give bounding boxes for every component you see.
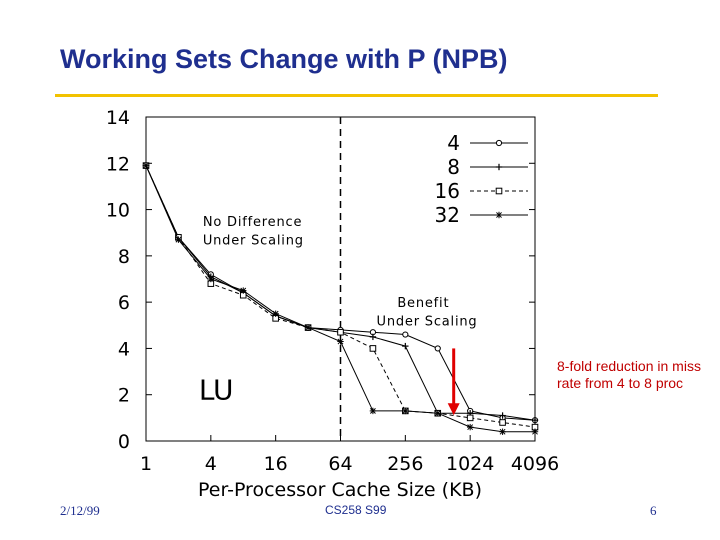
data-point: [466, 414, 474, 422]
chart-annotation: Under Scaling: [203, 233, 304, 248]
data-point: [337, 338, 344, 345]
y-tick-label: 14: [106, 107, 130, 129]
data-point: [434, 410, 441, 417]
y-tick-label: 0: [118, 431, 130, 453]
y-tick-label: 12: [106, 153, 130, 175]
data-point: [495, 211, 503, 219]
data-point: [495, 187, 503, 195]
chart-annotation: No Difference: [203, 215, 302, 230]
x-tick-label: 1: [140, 453, 152, 475]
x-tick-label: 256: [387, 453, 423, 475]
y-tick-label: 6: [118, 292, 130, 314]
data-point: [434, 345, 441, 352]
data-point: [402, 342, 409, 350]
x-axis-label: Per-Processor Cache Size (KB): [198, 479, 482, 501]
y-tick-label: 2: [118, 385, 130, 407]
data-point: [240, 287, 247, 294]
data-point: [369, 345, 377, 352]
data-point: [495, 163, 503, 171]
slide-title: Working Sets Change with P (NPB): [60, 44, 508, 74]
footer-date: 2/12/99: [60, 503, 100, 518]
x-tick-label: 4: [205, 453, 217, 475]
legend-label: 32: [435, 203, 460, 227]
data-point: [531, 416, 539, 424]
data-point: [402, 331, 409, 338]
x-tick-label: 64: [328, 453, 352, 475]
title-underline: [55, 94, 658, 97]
reduction-arrow-head: [447, 403, 460, 416]
footer-page-number: 6: [650, 503, 657, 518]
data-point: [207, 275, 215, 283]
x-tick-label: 1024: [446, 453, 494, 475]
y-tick-label: 8: [118, 246, 130, 268]
y-tick-label: 10: [106, 200, 130, 222]
legend-label: 8: [447, 155, 460, 179]
chart-label-lu: LU: [199, 373, 234, 406]
data-point: [369, 407, 377, 415]
data-point: [175, 236, 182, 243]
chart-annotation: Under Scaling: [377, 314, 478, 329]
data-point: [499, 412, 506, 419]
data-point: [466, 423, 474, 431]
data-point: [531, 428, 539, 435]
data-point: [337, 328, 344, 336]
footer-course: CS258 S99: [325, 503, 387, 517]
data-point: [402, 407, 409, 415]
data-point: [499, 428, 506, 435]
data-point: [499, 419, 506, 426]
legend-label: 4: [447, 131, 460, 155]
x-tick-label: 16: [264, 453, 288, 475]
data-point: [369, 333, 377, 341]
data-point: [304, 324, 312, 331]
data-point: [272, 310, 279, 317]
data-point: [495, 139, 503, 147]
legend-label: 16: [435, 179, 460, 203]
annotation-note: 8-fold reduction in miss rate from 4 to …: [557, 358, 701, 391]
y-tick-label: 4: [118, 338, 130, 360]
data-point: [142, 162, 150, 169]
chart-annotation: Benefit: [397, 296, 449, 311]
x-tick-label: 4096: [511, 453, 559, 475]
